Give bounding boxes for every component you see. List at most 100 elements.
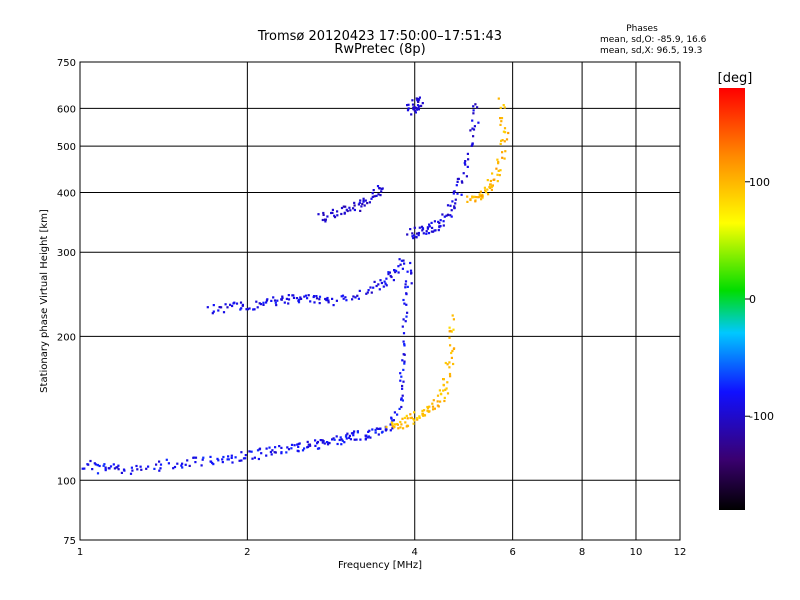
data-point <box>402 259 405 262</box>
data-point <box>490 185 493 188</box>
data-point <box>224 303 227 306</box>
data-point <box>359 209 362 212</box>
data-point <box>324 218 327 221</box>
data-point <box>382 285 385 288</box>
data-point <box>165 458 168 461</box>
data-point <box>466 152 469 155</box>
data-point <box>348 436 351 439</box>
data-point <box>167 462 170 465</box>
data-point <box>340 212 343 216</box>
data-point <box>448 326 451 329</box>
data-point <box>443 399 446 403</box>
data-point <box>356 431 359 434</box>
data-point <box>335 435 338 438</box>
data-point <box>501 139 504 142</box>
data-point <box>473 125 476 128</box>
chart-title: Tromsø 20120423 17:50:00–17:51:43 <box>257 29 502 44</box>
data-point <box>384 282 387 285</box>
data-point <box>489 183 492 186</box>
data-point <box>421 229 424 232</box>
data-point <box>377 193 380 196</box>
data-point <box>331 211 334 214</box>
data-point <box>344 435 348 438</box>
data-point <box>98 464 101 468</box>
data-point <box>328 442 331 445</box>
data-point <box>471 127 474 130</box>
data-point <box>377 433 380 436</box>
data-point <box>345 434 348 437</box>
data-point <box>449 214 452 217</box>
data-point <box>467 158 470 161</box>
data-point <box>256 449 260 452</box>
data-point <box>258 302 261 305</box>
data-point <box>155 463 158 466</box>
data-point <box>316 442 319 445</box>
series <box>406 96 424 116</box>
data-point <box>422 232 425 235</box>
data-point <box>397 265 400 268</box>
data-point <box>366 291 369 294</box>
data-point <box>480 194 483 197</box>
data-point <box>449 204 452 207</box>
data-point <box>377 283 380 286</box>
data-point <box>202 456 205 459</box>
data-point <box>255 300 258 303</box>
data-point <box>339 436 342 439</box>
data-point <box>353 204 356 207</box>
data-point <box>410 416 413 419</box>
data-point <box>326 296 329 300</box>
data-point <box>330 211 333 215</box>
data-point <box>145 467 148 470</box>
data-point <box>400 398 403 401</box>
data-point <box>401 394 404 397</box>
data-point <box>400 405 403 409</box>
data-point <box>209 455 212 458</box>
data-point <box>295 297 299 300</box>
data-point <box>341 439 344 442</box>
data-point <box>403 344 406 347</box>
data-point <box>404 320 407 323</box>
data-point <box>504 131 507 134</box>
data-point <box>471 142 474 145</box>
data-point <box>372 286 375 289</box>
plot-frame <box>79 61 681 541</box>
colorbar-tick-label: 100 <box>749 176 770 189</box>
data-point <box>315 297 319 300</box>
data-point <box>426 409 429 412</box>
data-point <box>380 281 383 285</box>
data-point <box>387 273 390 276</box>
data-point <box>406 104 409 107</box>
data-point <box>331 297 334 300</box>
data-point <box>466 165 469 168</box>
series <box>406 103 480 240</box>
data-point <box>252 308 255 311</box>
data-point <box>405 414 408 417</box>
data-point <box>283 301 286 304</box>
data-point <box>392 426 396 429</box>
data-point <box>391 425 394 428</box>
data-point <box>410 282 413 285</box>
data-point <box>336 442 339 446</box>
data-point <box>370 291 373 294</box>
data-point <box>395 269 398 272</box>
data-point <box>253 456 256 459</box>
data-point <box>416 417 419 420</box>
data-point <box>403 262 406 265</box>
data-point <box>307 294 310 297</box>
data-point <box>399 379 402 382</box>
data-point <box>159 467 162 470</box>
data-point <box>426 226 429 229</box>
data-point <box>194 456 198 459</box>
data-point <box>292 296 296 299</box>
data-point <box>503 106 506 109</box>
data-point <box>188 464 191 467</box>
data-point <box>96 472 100 475</box>
y-tick-label: 100 <box>57 476 76 487</box>
data-point <box>453 190 456 193</box>
data-point <box>327 301 330 304</box>
data-point <box>400 375 403 378</box>
data-point <box>172 467 175 470</box>
data-point <box>403 343 406 346</box>
data-point <box>464 163 467 166</box>
